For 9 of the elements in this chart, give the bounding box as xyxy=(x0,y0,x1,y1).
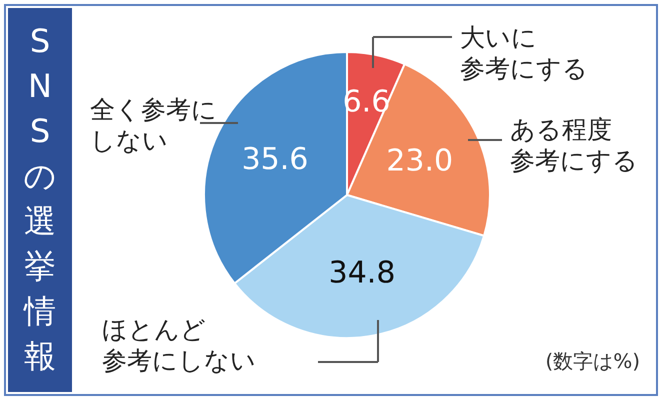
text: (数字は%) xyxy=(545,349,640,373)
data-label: 35.6 xyxy=(242,142,308,177)
slice-label: ある程度参考にする xyxy=(510,115,638,175)
slice-label: 全く参考にしない xyxy=(90,95,217,155)
data-label: 23.0 xyxy=(386,143,454,178)
text: SNSの選挙情報 xyxy=(23,22,56,375)
slice-label: 大いに参考にする xyxy=(460,23,588,83)
data-label: 34.8 xyxy=(328,256,396,291)
slice-label: ほとんど参考にしない xyxy=(102,315,256,375)
